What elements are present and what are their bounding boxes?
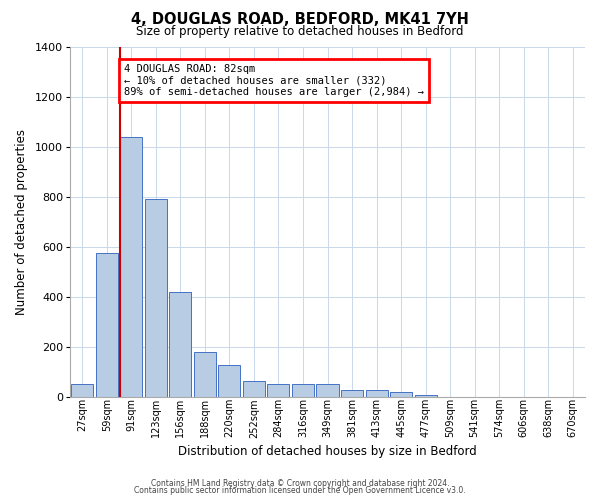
Bar (145, 199, 167, 396)
Y-axis label: Number of detached properties: Number of detached properties (15, 128, 28, 314)
Bar (415, 394, 437, 396)
Bar (71, 384, 94, 396)
Text: Contains public sector information licensed under the Open Government Licence v3: Contains public sector information licen… (134, 486, 466, 495)
Text: 4, DOUGLAS ROAD, BEDFORD, MK41 7YH: 4, DOUGLAS ROAD, BEDFORD, MK41 7YH (131, 12, 469, 28)
Bar (218, 366, 241, 396)
X-axis label: Distribution of detached houses by size in Bedford: Distribution of detached houses by size … (178, 444, 477, 458)
Bar (169, 292, 191, 397)
Bar (243, 381, 265, 396)
Bar (268, 384, 289, 396)
Bar (194, 352, 216, 397)
Text: Contains HM Land Registry data © Crown copyright and database right 2024.: Contains HM Land Registry data © Crown c… (151, 478, 449, 488)
Bar (390, 392, 412, 396)
Bar (316, 384, 338, 396)
Text: Size of property relative to detached houses in Bedford: Size of property relative to detached ho… (136, 25, 464, 38)
Bar (292, 384, 314, 396)
Bar (120, 136, 142, 396)
Text: 4 DOUGLAS ROAD: 82sqm
← 10% of detached houses are smaller (332)
89% of semi-det: 4 DOUGLAS ROAD: 82sqm ← 10% of detached … (124, 64, 424, 97)
Bar (341, 390, 363, 396)
Bar (96, 253, 118, 396)
Bar (365, 390, 388, 396)
